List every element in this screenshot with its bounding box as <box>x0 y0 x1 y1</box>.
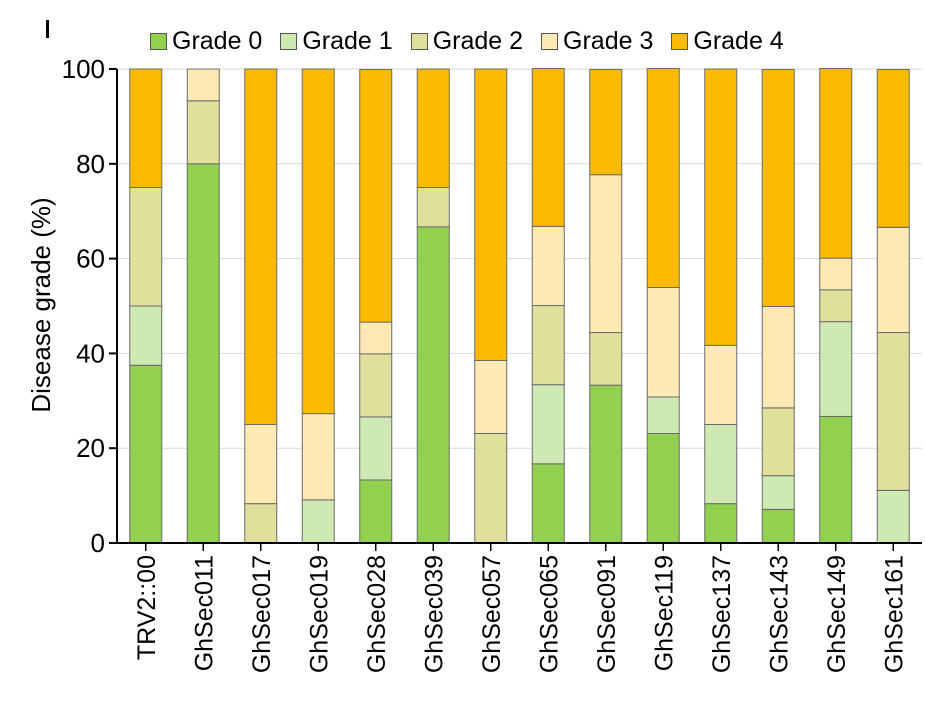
bar-segment <box>646 68 680 289</box>
bar-segment <box>761 508 795 544</box>
x-tick-label: GhSec019 <box>305 555 333 673</box>
x-tick-label: GhSec119 <box>650 555 678 671</box>
x-tick-label: GhSec149 <box>823 555 851 673</box>
bar-segment <box>186 68 220 102</box>
bar-segment <box>704 68 738 346</box>
x-tick-label: GhSec011 <box>190 555 218 671</box>
bar-segment <box>129 68 163 188</box>
bar-segment <box>531 463 565 544</box>
legend-label: Grade 1 <box>302 26 393 55</box>
bar-segment <box>819 289 853 323</box>
bar-segment <box>129 364 163 544</box>
bar-segment <box>876 226 910 334</box>
bar-segment <box>761 68 795 307</box>
bar-segment <box>704 503 738 544</box>
bar-segment <box>301 68 335 415</box>
bar-segment <box>646 396 680 435</box>
bar-segment <box>819 415 853 544</box>
bar-segment <box>704 424 738 505</box>
bar-segment <box>129 305 163 366</box>
x-tick-label: TRV2::00 <box>133 555 161 660</box>
bar-segment <box>359 353 393 418</box>
bar-segment <box>819 321 853 417</box>
bar-segment <box>646 287 680 398</box>
bar-segment <box>244 424 278 505</box>
bar-stacks <box>129 68 910 544</box>
bar-segment <box>819 257 853 291</box>
bar-segment <box>646 433 680 544</box>
legend-swatch <box>280 32 298 50</box>
bar-segment <box>359 479 393 544</box>
y-tick-label: 0 <box>91 528 105 558</box>
legend-item-grade-4: Grade 4 <box>671 26 784 56</box>
corner-mark <box>46 20 49 38</box>
bar-segment <box>761 475 795 510</box>
bar-segment <box>819 68 853 259</box>
legend-label: Grade 3 <box>563 26 654 55</box>
bar-segment <box>129 187 163 307</box>
legend-label: Grade 4 <box>693 26 784 55</box>
bar-segment <box>416 187 450 228</box>
bar-segment <box>704 344 738 426</box>
y-tick-label: 20 <box>76 433 105 463</box>
x-tick-label: GhSec039 <box>420 555 448 673</box>
y-tick-label: 80 <box>76 149 105 179</box>
legend-item-grade-3: Grade 3 <box>541 27 653 56</box>
y-tick-label: 40 <box>76 338 105 368</box>
bar-segment <box>876 332 910 491</box>
bar-segment <box>416 226 450 544</box>
bar-segment <box>186 163 220 544</box>
x-tick-label: GhSec057 <box>478 555 506 673</box>
legend-item-grade-2: Grade 2 <box>410 26 524 56</box>
x-tick-label: GhSec143 <box>765 555 793 673</box>
legend-swatch <box>541 32 559 50</box>
bar-segment <box>244 503 278 544</box>
bar-segment <box>186 100 220 165</box>
x-tick-label: GhSec028 <box>363 555 391 673</box>
bar-segment <box>359 68 393 323</box>
bar-segment <box>474 68 508 362</box>
x-tick-label: GhSec065 <box>535 555 563 673</box>
bar-segment <box>531 225 565 307</box>
bar-segment <box>359 416 393 481</box>
bar-segment <box>531 384 565 465</box>
grid-lines <box>117 68 922 449</box>
bar-segment <box>244 68 278 425</box>
legend-swatch <box>410 32 428 50</box>
y-tick-label: 100 <box>62 54 105 84</box>
bar-segment <box>876 68 910 228</box>
bar-segment <box>301 413 335 501</box>
x-tick-label: GhSec017 <box>248 555 276 673</box>
bar-segment <box>876 489 910 544</box>
bar-segment <box>761 305 795 409</box>
bar-segment <box>531 305 565 386</box>
bar-segment <box>589 384 623 544</box>
bar-segment <box>474 360 508 435</box>
legend-swatch <box>150 32 167 50</box>
bar-segment <box>589 174 623 334</box>
bar-segment <box>301 499 335 544</box>
bar-segment <box>359 321 393 355</box>
legend-label: Grade 2 <box>432 26 524 55</box>
x-tick-label: GhSec091 <box>593 555 621 673</box>
legend-swatch <box>671 32 689 50</box>
bar-segment <box>589 68 623 176</box>
legend-item-grade-0: Grade 0 <box>150 27 262 56</box>
legend-item-grade-1: Grade 1 <box>280 26 393 56</box>
legend-label: Grade 0 <box>172 26 263 55</box>
x-tick-label: GhSec137 <box>708 555 736 673</box>
legend: Grade 0 Grade 1 Grade 2 Grade 3 Grade 4 <box>150 26 784 56</box>
x-tick-label: GhSec161 <box>880 555 908 673</box>
bar-segment <box>761 407 795 477</box>
bar-segment <box>474 433 508 544</box>
y-tick-label: 60 <box>76 244 105 274</box>
bar-segment <box>531 68 565 227</box>
bar-segment <box>589 332 623 386</box>
bar-segment <box>416 68 450 188</box>
y-axis-label: Disease grade (%) <box>26 197 56 412</box>
